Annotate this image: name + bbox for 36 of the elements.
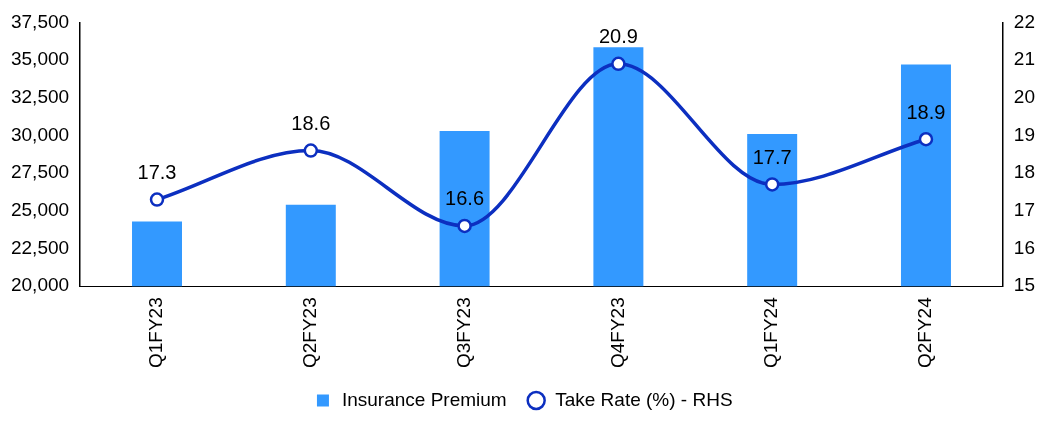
point [918, 131, 934, 147]
y-tick-label: 37,500 [10, 10, 70, 32]
y2-tick-label: 16 [1013, 236, 1036, 258]
data-label: 20.9 [598, 25, 638, 48]
y-tick-label: 20,000 [10, 274, 70, 296]
data-label: 17.7 [752, 145, 792, 168]
x-tick-label: Q2FY24 [914, 296, 936, 369]
point [611, 56, 626, 72]
x-tick-label: Q1FY23 [145, 297, 167, 369]
y2-tick-label: 18 [1013, 161, 1036, 183]
y2-tick-label: 21 [1013, 48, 1036, 70]
y2-tick-label: 19 [1013, 123, 1036, 145]
data-label: 17.3 [137, 161, 177, 184]
point [764, 177, 780, 192]
legend-label: Take Rate (%) - RHS [555, 388, 733, 410]
y-tick-label: 25,000 [10, 199, 70, 221]
y-tick-label: 27,500 [10, 161, 70, 183]
y2-tick-label: 22 [1013, 10, 1036, 32]
point [149, 192, 165, 207]
y2-tick-label: 20 [1013, 86, 1036, 108]
x-tick-label: Q3FY23 [452, 297, 474, 369]
y-tick-label: 22,500 [10, 236, 70, 258]
data-label: 18.6 [291, 112, 331, 135]
x-tick-label: Q2FY23 [299, 297, 321, 369]
y2-tick-label: 15 [1013, 274, 1036, 296]
point [457, 218, 472, 234]
point [303, 143, 319, 158]
x-tick-label: Q4FY23 [606, 297, 628, 369]
data-label: 16.6 [445, 187, 485, 210]
x-tick-label: Q1FY24 [760, 296, 782, 369]
y-tick-label: 35,000 [10, 48, 70, 70]
y-tick-label: 32,500 [10, 86, 70, 108]
legend-label: Insurance Premium [341, 388, 507, 410]
y-tick-label: 30,000 [10, 123, 70, 145]
data-label: 18.9 [906, 100, 946, 123]
y2-tick-label: 17 [1013, 199, 1036, 221]
